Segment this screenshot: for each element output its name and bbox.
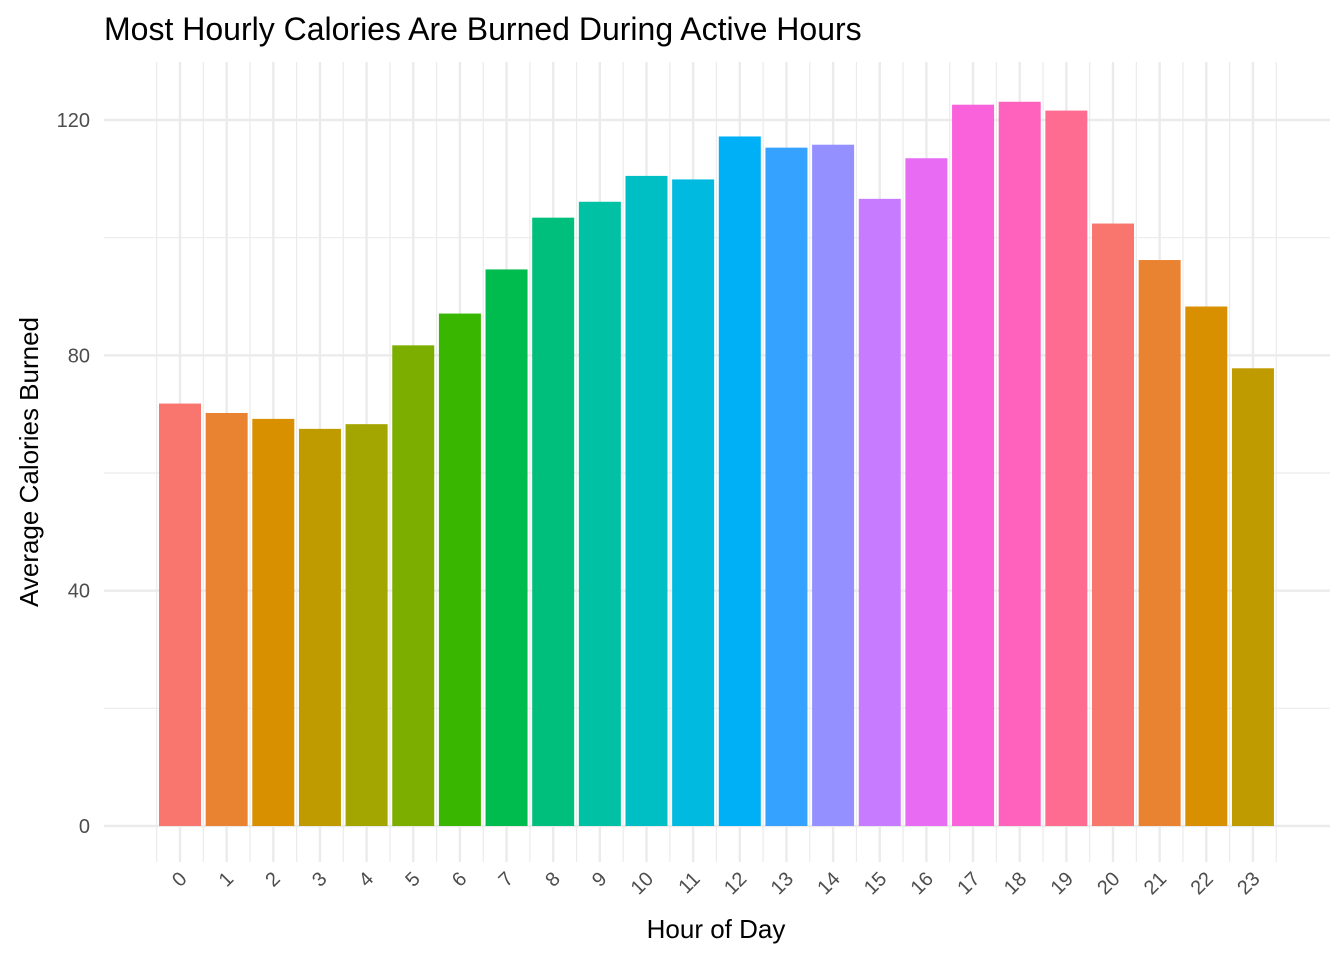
y-tick-label: 40	[68, 581, 90, 603]
x-tick-label: 2	[261, 868, 284, 891]
bar-hour-23	[1231, 368, 1274, 826]
bar-hour-19	[1045, 110, 1088, 826]
y-axis-ticks: 0 40 80 120	[57, 110, 90, 838]
x-tick-label: 6	[448, 868, 471, 891]
bar-hour-8	[532, 217, 575, 826]
x-tick-label: 4	[355, 868, 378, 891]
x-tick-label: 12	[720, 868, 751, 899]
bar-hour-14	[812, 144, 855, 826]
x-tick-label: 22	[1187, 868, 1218, 899]
bar-hour-3	[298, 428, 341, 826]
bar-hour-20	[1092, 223, 1134, 827]
bar-hour-15	[858, 198, 901, 826]
x-axis-title: Hour of Day	[647, 914, 786, 944]
bar-hour-5	[392, 345, 435, 826]
bar-hour-22	[1185, 306, 1228, 826]
bar-hour-17	[952, 104, 995, 827]
x-tick-label: 3	[308, 868, 331, 891]
x-tick-label: 0	[168, 868, 191, 891]
x-tick-label: 11	[674, 868, 704, 898]
y-tick-label: 80	[68, 345, 90, 367]
x-tick-label: 18	[1000, 868, 1031, 899]
x-tick-label: 8	[541, 868, 564, 891]
x-tick-label: 13	[767, 868, 798, 899]
x-tick-label: 14	[813, 868, 844, 899]
x-tick-label: 7	[495, 868, 518, 891]
bars	[159, 101, 1274, 827]
x-tick-label: 23	[1233, 868, 1264, 899]
bar-hour-21	[1138, 260, 1181, 827]
x-tick-label: 9	[588, 868, 611, 891]
x-tick-label: 15	[860, 868, 891, 899]
x-tick-label: 16	[907, 868, 938, 899]
bar-hour-13	[765, 147, 808, 826]
bar-hour-18	[998, 101, 1041, 827]
x-tick-label: 1	[215, 868, 238, 891]
chart-title: Most Hourly Calories Are Burned During A…	[104, 11, 862, 47]
bar-hour-7	[485, 269, 528, 827]
y-axis-title: Average Calories Burned	[14, 317, 44, 607]
x-tick-label: 19	[1047, 868, 1078, 899]
x-tick-label: 5	[401, 868, 424, 891]
bar-hour-16	[905, 158, 948, 826]
bar-hour-2	[252, 418, 295, 826]
y-tick-label: 120	[57, 110, 90, 132]
x-tick-label: 20	[1093, 868, 1124, 899]
bar-hour-10	[625, 175, 668, 826]
x-tick-label: 21	[1140, 868, 1171, 899]
bar-hour-9	[578, 201, 621, 827]
bar-hour-0	[159, 403, 201, 826]
x-tick-label: 17	[953, 868, 984, 899]
x-axis-ticks: 0 1 2 3 4 5 6 7 8 9 10 11 12 13 14 15 16 17 18 19 20 21 22 23	[168, 868, 1264, 899]
y-tick-label: 0	[79, 816, 90, 838]
bar-hour-12	[718, 136, 761, 826]
bar-hour-4	[345, 424, 388, 826]
bar-hour-1	[205, 412, 248, 826]
bar-hour-6	[438, 313, 481, 827]
bar-hour-11	[672, 179, 715, 827]
x-tick-label: 10	[627, 868, 658, 899]
